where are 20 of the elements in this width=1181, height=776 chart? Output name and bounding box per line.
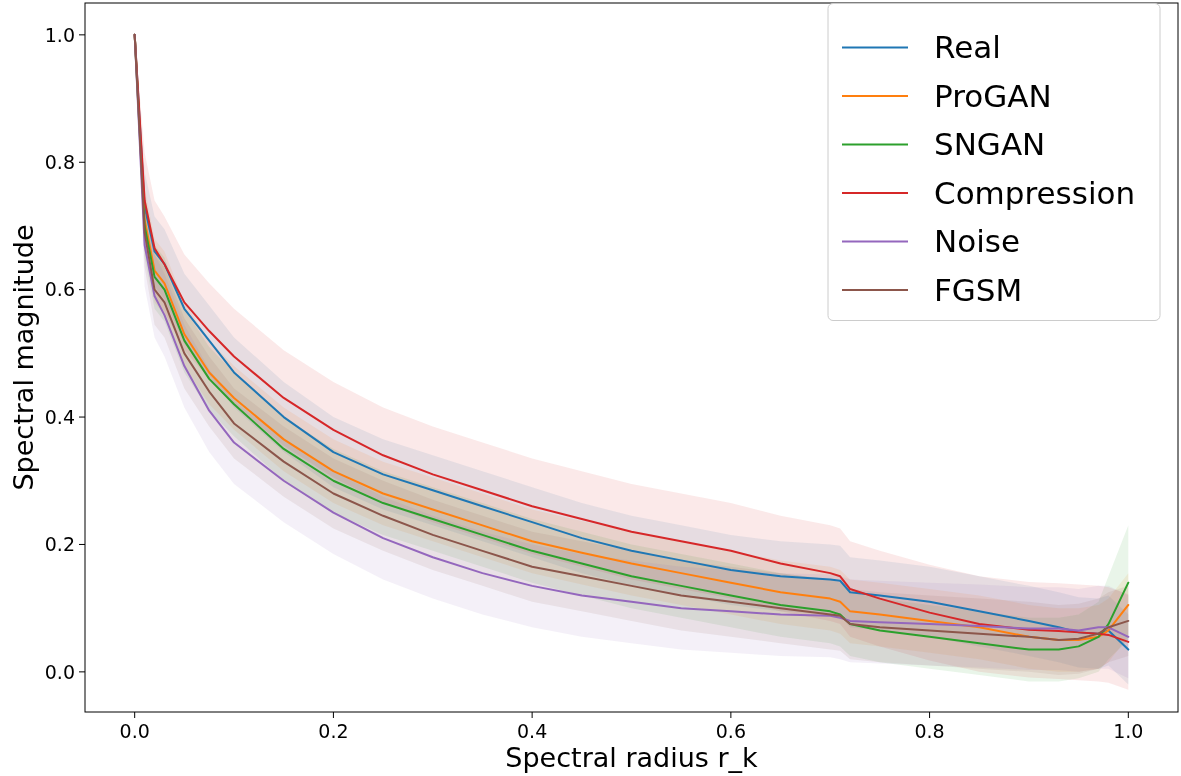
y-tick-label: 0.0	[44, 660, 75, 683]
y-tick-label: 1.0	[44, 23, 75, 46]
legend-label: FGSM	[934, 271, 1023, 308]
x-tick-label: 0.4	[517, 720, 548, 742]
x-tick-label: 0.8	[914, 720, 945, 742]
x-tick-label: 1.0	[1113, 720, 1144, 742]
y-tick-label: 0.4	[44, 405, 75, 428]
y-tick-label: 0.8	[44, 150, 75, 173]
y-tick-label: 0.2	[44, 533, 75, 556]
legend-label: SNGAN	[934, 126, 1046, 163]
x-tick-label: 0.2	[318, 720, 349, 742]
legend-label: ProGAN	[934, 77, 1052, 114]
x-tick-label: 0.6	[715, 720, 746, 742]
x-tick-label: 0.0	[119, 720, 150, 742]
legend-label: Real	[934, 29, 1001, 66]
legend-label: Compression	[934, 174, 1136, 211]
y-axis-title: Spectral magnitude	[8, 224, 39, 491]
y-tick-label: 0.6	[44, 278, 75, 301]
legend-label: Noise	[934, 223, 1020, 260]
x-axis-title: Spectral radius r_k	[505, 742, 759, 773]
